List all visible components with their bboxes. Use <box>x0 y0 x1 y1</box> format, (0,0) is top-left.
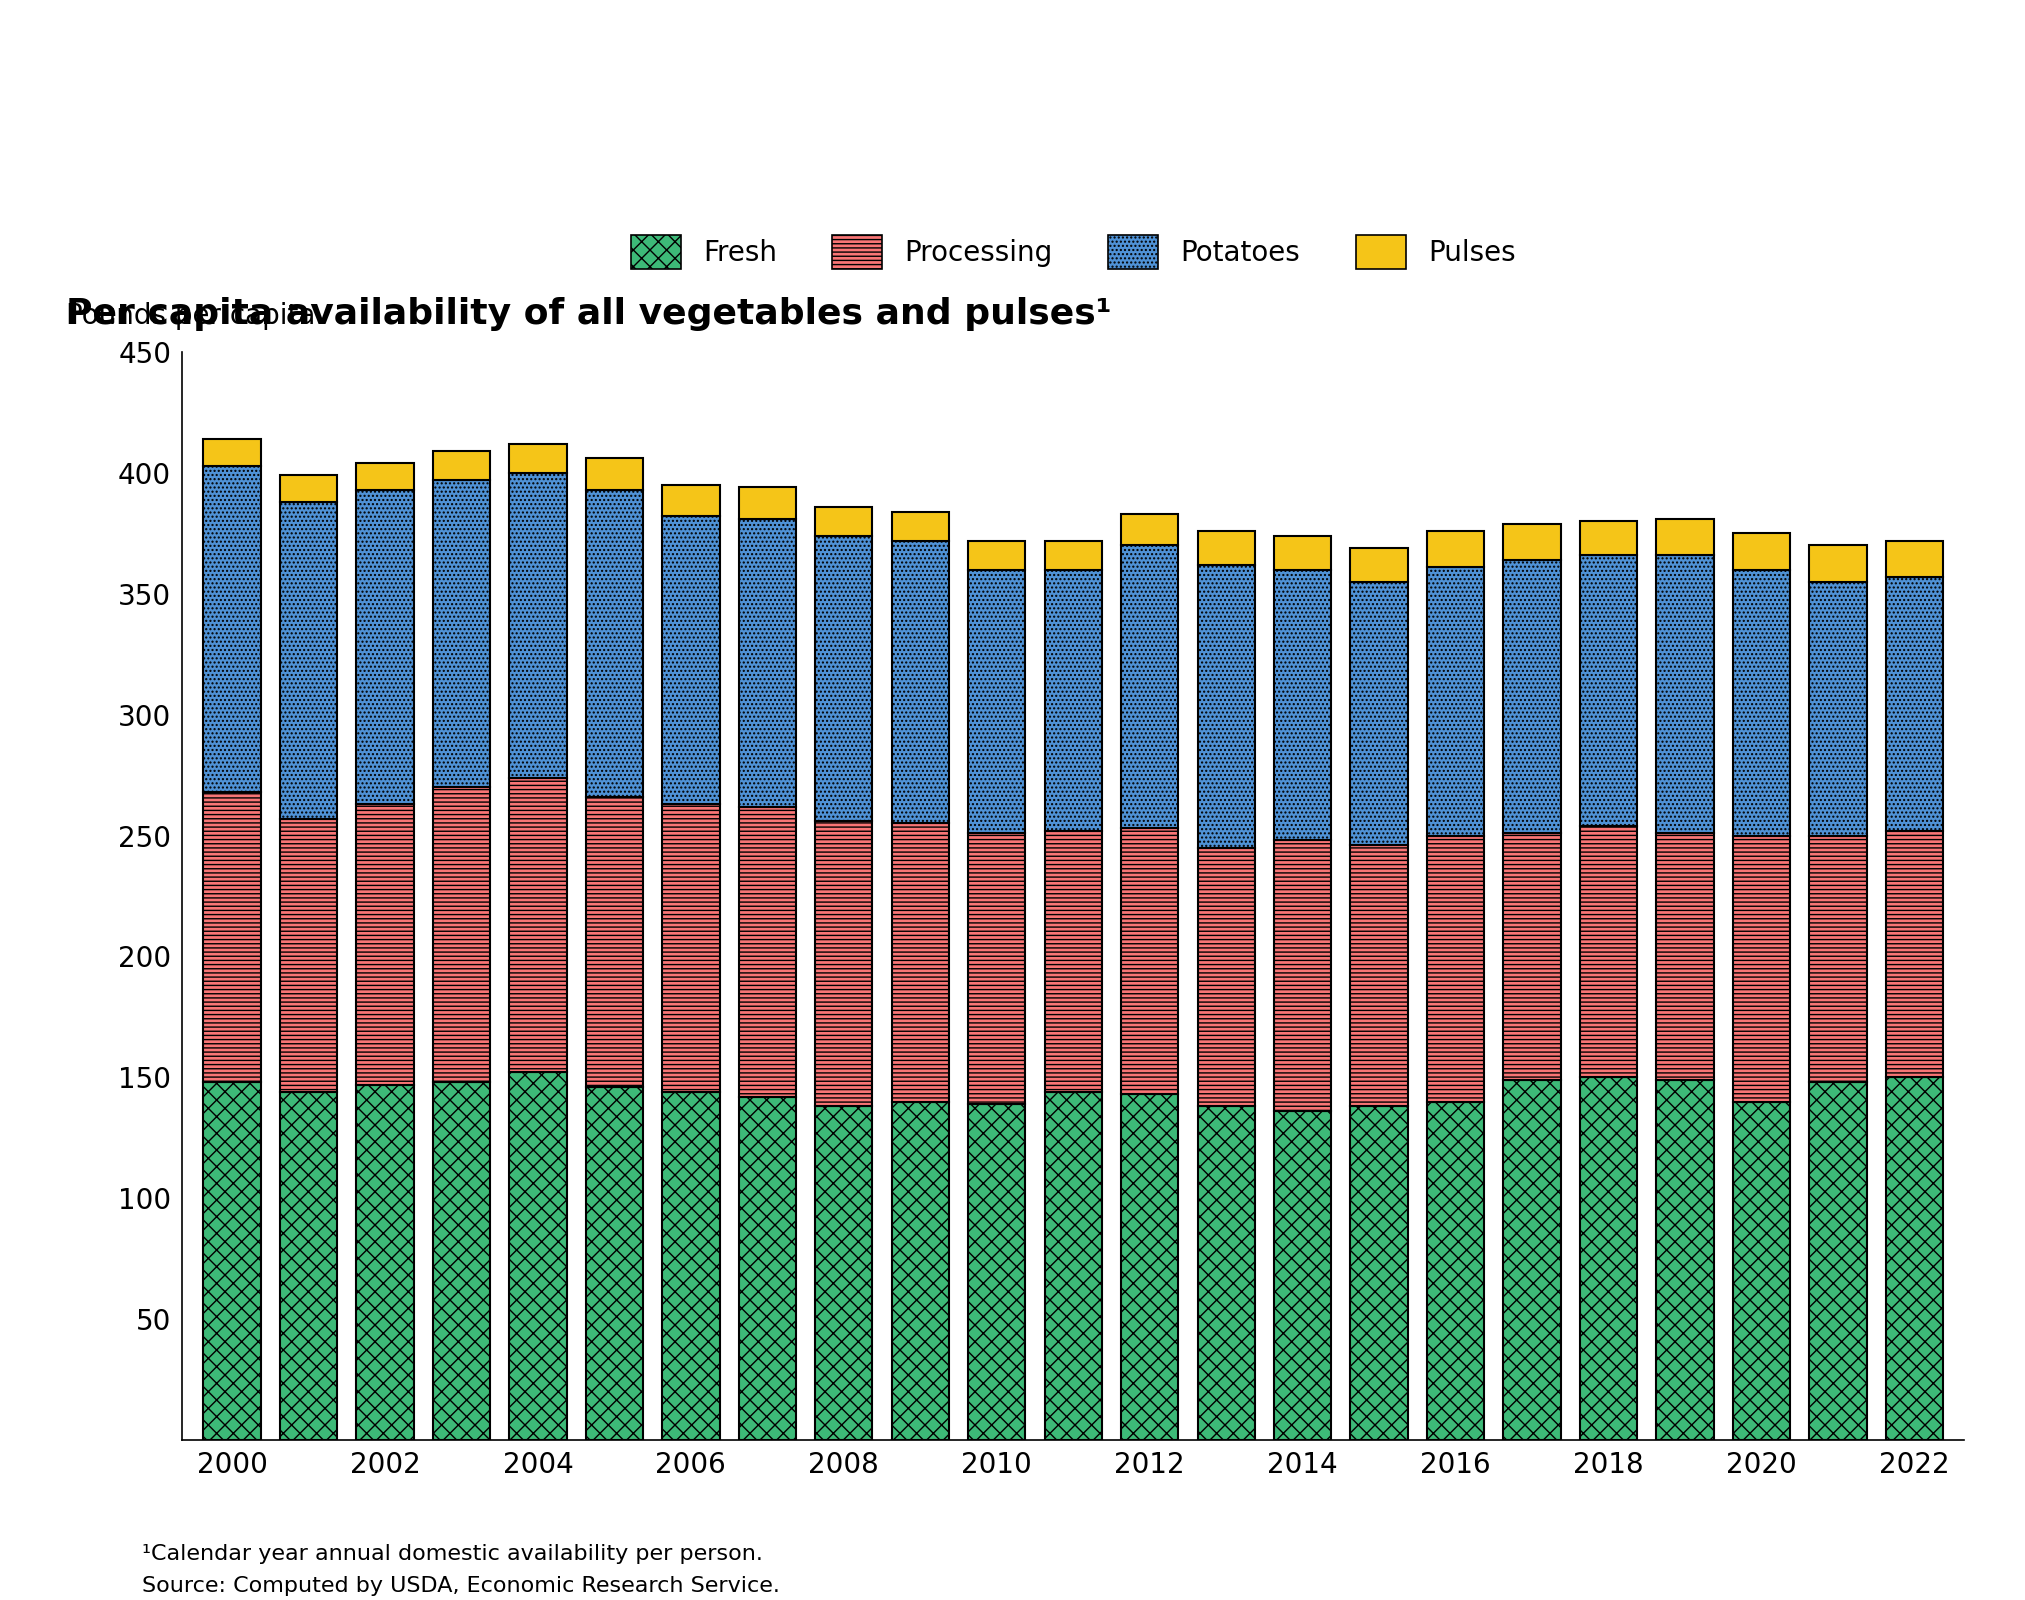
Bar <box>1733 533 1790 570</box>
Bar <box>508 1072 567 1440</box>
Bar <box>1580 555 1638 826</box>
Bar <box>662 805 719 1091</box>
Bar <box>1428 1101 1484 1440</box>
Bar <box>1656 518 1713 555</box>
Bar <box>585 458 644 490</box>
Bar <box>1733 835 1790 1101</box>
Bar <box>202 1082 261 1440</box>
Text: Pounds per capita: Pounds per capita <box>67 302 316 330</box>
Bar <box>1122 1094 1179 1440</box>
Bar <box>433 480 490 787</box>
Text: Per capita availability of all vegetables and pulses¹: Per capita availability of all vegetable… <box>67 298 1112 331</box>
Bar <box>816 1106 873 1440</box>
Bar <box>891 541 950 824</box>
Bar <box>508 474 567 778</box>
Bar <box>1197 848 1256 1106</box>
Bar <box>433 451 490 480</box>
Bar <box>891 1101 950 1440</box>
Bar <box>585 490 644 797</box>
Bar <box>1274 536 1330 570</box>
Bar <box>1503 523 1561 560</box>
Bar <box>1656 834 1713 1080</box>
Bar <box>1885 541 1944 578</box>
Bar <box>1733 1101 1790 1440</box>
Legend: Fresh, Processing, Potatoes, Pulses: Fresh, Processing, Potatoes, Pulses <box>630 235 1517 269</box>
Bar <box>585 1086 644 1440</box>
Bar <box>662 1091 719 1440</box>
Bar <box>739 806 796 1096</box>
Bar <box>585 797 644 1086</box>
Bar <box>1197 531 1256 565</box>
Bar <box>816 536 873 821</box>
Bar <box>1580 826 1638 1077</box>
Bar <box>356 805 413 1085</box>
Bar <box>891 512 950 541</box>
Bar <box>356 1085 413 1440</box>
Bar <box>968 1104 1025 1440</box>
Bar <box>816 507 873 536</box>
Bar <box>279 819 336 1091</box>
Bar <box>1656 555 1713 834</box>
Bar <box>1351 582 1407 845</box>
Bar <box>1503 1080 1561 1440</box>
Bar <box>1428 566 1484 835</box>
Bar <box>1810 582 1867 835</box>
Text: ¹Calendar year annual domestic availability per person.: ¹Calendar year annual domestic availabil… <box>142 1544 763 1565</box>
Bar <box>1810 1082 1867 1440</box>
Bar <box>1351 547 1407 582</box>
Bar <box>739 1096 796 1440</box>
Bar <box>968 541 1025 570</box>
Bar <box>279 475 336 502</box>
Bar <box>356 490 413 805</box>
Bar <box>1197 1106 1256 1440</box>
Bar <box>1045 830 1102 1091</box>
Bar <box>1351 845 1407 1106</box>
Bar <box>356 464 413 490</box>
Bar <box>1503 560 1561 834</box>
Bar <box>739 518 796 806</box>
Bar <box>1122 546 1179 829</box>
Bar <box>1351 1106 1407 1440</box>
Bar <box>739 488 796 518</box>
Bar <box>1122 514 1179 546</box>
Bar <box>279 1091 336 1440</box>
Bar <box>1885 578 1944 830</box>
Bar <box>1274 1110 1330 1440</box>
Bar <box>433 1082 490 1440</box>
Bar <box>1045 541 1102 570</box>
Bar <box>508 443 567 474</box>
Bar <box>508 778 567 1072</box>
Bar <box>1197 565 1256 848</box>
Bar <box>202 792 261 1082</box>
Text: Source: Computed by USDA, Economic Research Service.: Source: Computed by USDA, Economic Resea… <box>142 1576 780 1597</box>
Bar <box>968 570 1025 834</box>
Bar <box>1885 830 1944 1077</box>
Bar <box>1122 829 1179 1094</box>
Bar <box>1428 835 1484 1101</box>
Bar <box>1810 546 1867 582</box>
Bar <box>1503 834 1561 1080</box>
Bar <box>662 485 719 517</box>
Bar <box>968 834 1025 1104</box>
Bar <box>1580 522 1638 555</box>
Bar <box>816 821 873 1106</box>
Bar <box>1733 570 1790 835</box>
Bar <box>202 466 261 792</box>
Bar <box>1580 1077 1638 1440</box>
Bar <box>1656 1080 1713 1440</box>
Bar <box>1274 570 1330 840</box>
Bar <box>1274 840 1330 1110</box>
Bar <box>662 517 719 805</box>
Bar <box>433 787 490 1082</box>
Bar <box>1885 1077 1944 1440</box>
Bar <box>202 438 261 466</box>
Bar <box>1810 835 1867 1082</box>
Bar <box>279 502 336 819</box>
Bar <box>1045 1091 1102 1440</box>
Bar <box>891 824 950 1101</box>
Bar <box>1045 570 1102 830</box>
Bar <box>1428 531 1484 566</box>
